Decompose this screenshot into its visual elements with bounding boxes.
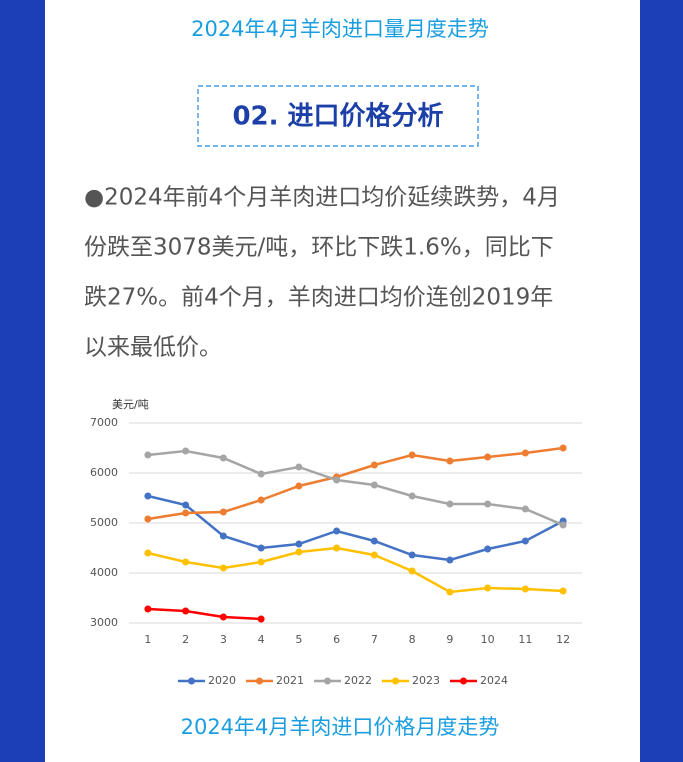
x-tick-label: 8 [409, 633, 416, 646]
x-tick-label: 9 [446, 633, 453, 646]
data-point [257, 470, 265, 478]
series-line [147, 546, 564, 594]
data-point [182, 607, 190, 615]
y-tick-label: 4000 [90, 566, 118, 579]
data-point [182, 558, 190, 566]
data-point [257, 615, 265, 623]
data-point [559, 521, 567, 529]
series-line [147, 607, 262, 621]
data-point [408, 567, 416, 575]
series-line [147, 446, 564, 521]
series-line [147, 494, 564, 562]
data-point [144, 515, 152, 523]
data-point [219, 564, 227, 572]
series-line [147, 449, 564, 527]
data-point [144, 451, 152, 459]
legend-marker [256, 677, 263, 685]
data-point [144, 549, 152, 557]
legend-marker [188, 677, 195, 685]
paragraph-line: 以来最低价。 [84, 335, 222, 361]
paragraph: ●2024年前4个月羊肉进口均价延续跌势，4月份跌至3078美元/吨，环比下跌1… [84, 185, 560, 361]
data-point [484, 584, 492, 592]
content-panel [45, 0, 640, 762]
data-point [370, 461, 378, 469]
data-point [144, 605, 152, 613]
data-point [484, 453, 492, 461]
data-point [521, 585, 529, 593]
legend-marker [324, 677, 331, 685]
legend-marker [460, 677, 467, 685]
legend-label: 2020 [208, 674, 236, 687]
data-point [333, 527, 341, 535]
paragraph-line: 跌27%。前4个月，羊肉进口均价连创2019年 [84, 285, 553, 311]
data-point [370, 537, 378, 545]
data-point [446, 556, 454, 564]
data-point [521, 449, 529, 457]
legend-label: 2021 [276, 674, 304, 687]
data-point [257, 544, 265, 552]
data-point [182, 447, 190, 455]
bottom-caption: 2024年4月羊肉进口价格月度走势 [181, 715, 500, 739]
data-point [521, 505, 529, 513]
data-point [182, 501, 190, 509]
data-point [559, 444, 567, 452]
y-axis-label: 美元/吨 [112, 398, 149, 411]
top-caption: 2024年4月羊肉进口量月度走势 [191, 17, 489, 41]
data-point [219, 508, 227, 516]
data-point [333, 476, 341, 484]
paragraph-line: ●2024年前4个月羊肉进口均价延续跌势，4月 [84, 185, 560, 211]
data-point [446, 588, 454, 596]
data-point [408, 551, 416, 559]
data-point [446, 457, 454, 465]
legend-label: 2022 [344, 674, 372, 687]
data-point [370, 551, 378, 559]
x-tick-label: 2 [182, 633, 189, 646]
section-box [197, 85, 479, 147]
paragraph-line: 份跌至3078美元/吨，环比下跌1.6%，同比下 [84, 235, 554, 261]
data-point [144, 492, 152, 500]
section-title: 02. 进口价格分析 [232, 101, 443, 132]
legend-label: 2024 [480, 674, 508, 687]
x-tick-label: 11 [518, 633, 532, 646]
x-tick-label: 5 [295, 633, 302, 646]
data-point [257, 558, 265, 566]
x-tick-label: 12 [556, 633, 570, 646]
data-point [295, 463, 303, 471]
data-point [521, 537, 529, 545]
x-tick-label: 1 [144, 633, 151, 646]
data-point [295, 482, 303, 490]
x-tick-label: 7 [371, 633, 378, 646]
data-point [484, 545, 492, 553]
data-point [219, 454, 227, 462]
x-tick-label: 10 [481, 633, 495, 646]
y-tick-label: 6000 [90, 466, 118, 479]
data-point [219, 532, 227, 540]
y-tick-label: 5000 [90, 516, 118, 529]
legend-marker [392, 677, 399, 685]
data-point [484, 500, 492, 508]
data-point [446, 500, 454, 508]
data-point [408, 492, 416, 500]
data-point [408, 451, 416, 459]
y-tick-label: 3000 [90, 616, 118, 629]
legend-label: 2023 [412, 674, 440, 687]
x-tick-label: 3 [220, 633, 227, 646]
data-point [182, 509, 190, 517]
data-point [370, 481, 378, 489]
x-tick-label: 4 [258, 633, 265, 646]
data-point [333, 544, 341, 552]
x-tick-label: 6 [333, 633, 340, 646]
data-point [559, 587, 567, 595]
data-point [295, 540, 303, 548]
data-point [219, 613, 227, 621]
y-tick-label: 7000 [90, 416, 118, 429]
data-point [257, 496, 265, 504]
data-point [295, 548, 303, 556]
